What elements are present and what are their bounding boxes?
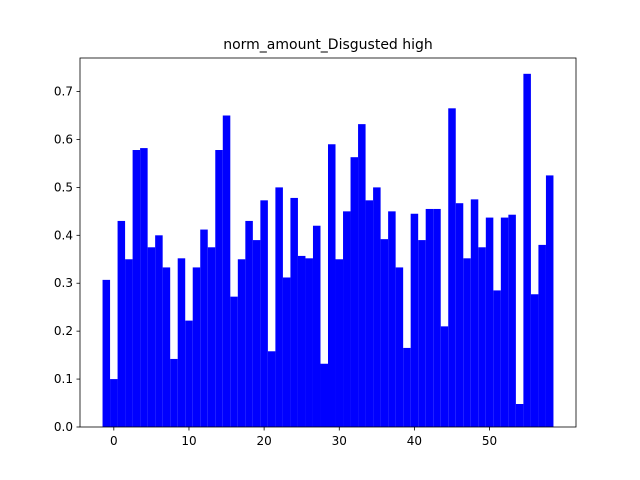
y-tick-label: 0.7 [54,85,73,99]
bar [463,258,471,427]
bar [403,347,411,427]
bar [132,150,141,428]
chart-title: norm_amount_Disgusted high [223,37,433,53]
bar [433,208,441,427]
bar [297,255,306,427]
bar [222,115,231,427]
bar [478,247,486,427]
bar [110,379,118,427]
bar [500,217,509,427]
bar [410,213,419,427]
bar [140,148,148,427]
y-tick-label: 0.6 [54,132,73,146]
y-tick-label: 0.2 [54,324,73,338]
bar [177,258,186,427]
bar [200,229,208,427]
bar [523,73,531,428]
y-tick-label: 0.3 [54,276,73,290]
bar [267,351,276,427]
bar [515,403,524,427]
y-tick-label: 0.1 [54,372,73,386]
bar [485,217,494,427]
bar [440,326,449,427]
bar [365,200,374,427]
bar [290,197,298,427]
x-tick-label: 50 [482,434,497,448]
bar [312,225,321,427]
x-tick-label: 20 [256,434,271,448]
x-tick-label: 40 [407,434,422,448]
bar [530,294,539,427]
bar [170,358,178,427]
x-tick-label: 10 [181,434,196,448]
bar [230,296,238,427]
bar [147,247,156,427]
bar [380,239,389,427]
x-tick-label: 30 [332,434,347,448]
bar [282,277,291,427]
bar [455,203,464,427]
bar [470,199,479,427]
bar [350,157,359,427]
bar [155,235,163,427]
bar [185,320,193,427]
bar [192,267,201,427]
bar [448,108,456,428]
bar [125,259,133,427]
bar [358,124,366,427]
bar [252,240,261,427]
bar [320,363,328,427]
bar [102,279,111,427]
bar [207,247,216,427]
bar [508,214,516,427]
bar [388,211,396,427]
bar [245,220,253,427]
bar [418,240,426,427]
bar [328,144,336,427]
bar [335,259,344,427]
bar [343,211,351,427]
bar [305,258,313,427]
bar [373,187,381,427]
bar [425,208,434,427]
bar [162,267,171,427]
bar [395,267,404,427]
y-tick-label: 0.0 [54,420,73,434]
bar [260,200,268,427]
bar [117,220,126,427]
bar [237,259,246,427]
x-tick-label: 0 [110,434,118,448]
y-tick-label: 0.5 [54,180,73,194]
bar [538,244,546,427]
bar [545,175,554,427]
plot-frame [79,57,577,428]
bar [275,187,283,427]
bar [215,150,223,428]
bar [493,290,501,427]
y-tick-label: 0.4 [54,228,73,242]
